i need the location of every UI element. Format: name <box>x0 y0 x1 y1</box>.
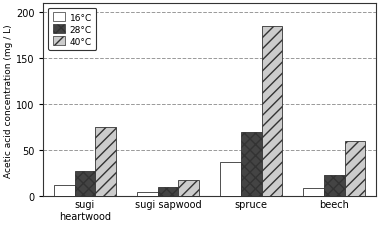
Bar <box>261 27 282 197</box>
Bar <box>324 176 345 197</box>
Bar <box>179 180 199 197</box>
Bar <box>303 188 324 197</box>
Bar <box>74 171 95 197</box>
Legend: 16°C, 28°C, 40°C: 16°C, 28°C, 40°C <box>48 9 97 51</box>
Bar <box>137 192 158 197</box>
Bar <box>54 186 74 197</box>
Bar <box>345 142 366 197</box>
Bar <box>241 133 261 197</box>
Bar <box>220 163 241 197</box>
Bar <box>158 187 179 197</box>
Bar <box>95 128 116 197</box>
Y-axis label: Acetic acid concentration (mg / L): Acetic acid concentration (mg / L) <box>4 24 13 177</box>
